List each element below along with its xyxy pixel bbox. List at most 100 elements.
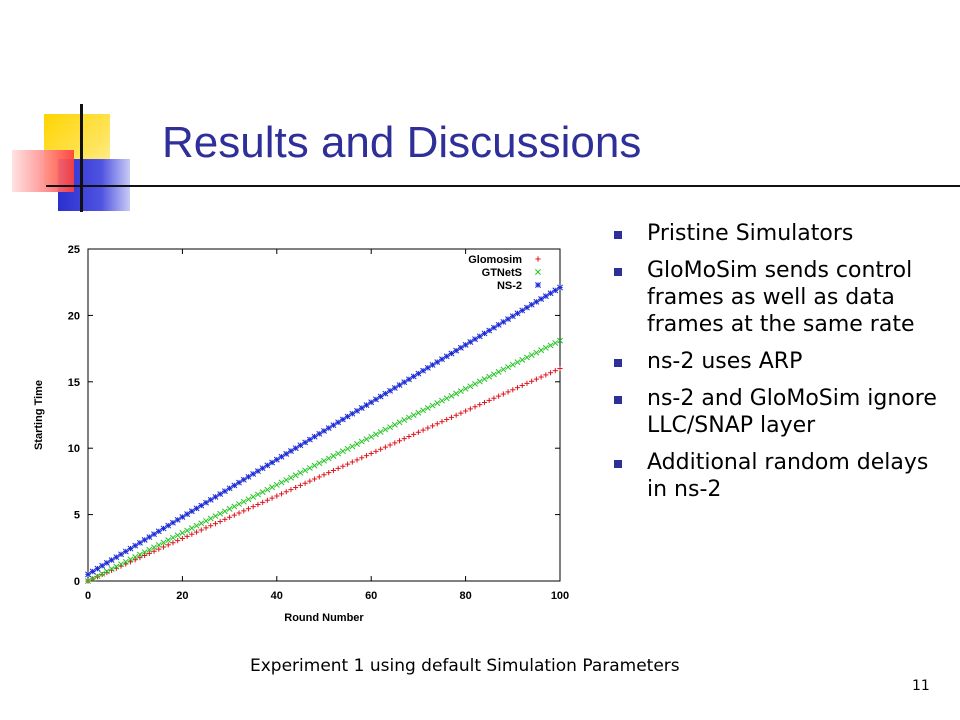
data-point (424, 364, 431, 371)
data-point (179, 535, 185, 542)
data-point (160, 525, 167, 532)
data-point (439, 356, 445, 363)
data-point (406, 414, 412, 421)
data-point (118, 561, 124, 568)
bullet-text: GloMoSim sends control frames as well as… (647, 258, 915, 337)
data-point (108, 566, 115, 572)
x-tick-label: 60 (365, 590, 377, 602)
data-point (245, 473, 252, 480)
data-point (453, 347, 460, 354)
data-point (339, 448, 346, 455)
data-point (297, 442, 304, 449)
data-point (306, 436, 313, 443)
data-point (500, 318, 507, 325)
data-point (326, 470, 332, 476)
data-point (330, 422, 337, 429)
data-point (448, 392, 455, 399)
x-tick-label: 20 (176, 590, 188, 602)
data-point (377, 393, 384, 400)
data-point (288, 487, 294, 493)
data-point (358, 438, 365, 445)
bullet-square-icon (614, 460, 622, 468)
data-point (321, 472, 327, 478)
data-point (170, 519, 176, 526)
data-point (273, 481, 280, 488)
data-point (463, 408, 469, 414)
data-point (250, 493, 257, 500)
data-point (269, 484, 276, 491)
data-point (410, 412, 417, 419)
data-point (184, 527, 191, 534)
page-number: 11 (912, 678, 930, 694)
data-point (514, 385, 521, 391)
data-point (363, 436, 370, 443)
data-point (85, 578, 91, 584)
data-point (415, 370, 422, 377)
data-point (457, 388, 464, 395)
data-point (264, 462, 271, 469)
data-point (401, 379, 408, 386)
data-point (505, 364, 512, 371)
bullet-square-icon (614, 396, 622, 404)
legend-label: GTNetS (482, 267, 522, 279)
data-point (529, 378, 535, 384)
data-point (236, 510, 242, 516)
data-point (406, 433, 412, 440)
data-point (269, 459, 276, 466)
data-point (439, 419, 445, 425)
data-point (552, 287, 559, 294)
data-point (377, 429, 384, 435)
data-point (415, 429, 421, 435)
data-point (259, 489, 266, 496)
data-point (391, 421, 398, 428)
data-point (420, 427, 426, 433)
data-point (137, 555, 143, 561)
title-underline (46, 185, 960, 187)
data-point (476, 378, 483, 385)
data-point (439, 397, 445, 404)
data-point (519, 307, 526, 314)
data-point (255, 501, 261, 508)
data-point (141, 549, 148, 556)
data-point (203, 525, 209, 531)
data-point (458, 410, 464, 416)
data-point (184, 533, 190, 539)
data-point (496, 393, 502, 399)
data-point (217, 491, 224, 497)
data-point (283, 489, 289, 495)
data-point (170, 540, 176, 546)
data-point (245, 496, 252, 503)
data-point (396, 419, 403, 426)
x-tick-label: 0 (85, 590, 91, 602)
data-point (207, 496, 214, 503)
data-point (241, 508, 247, 514)
data-point (467, 383, 474, 390)
data-point (505, 316, 512, 323)
data-point (292, 472, 299, 479)
legend-label: NS-2 (497, 280, 522, 292)
y-tick-label: 25 (68, 244, 80, 256)
data-point (316, 460, 323, 467)
bullet-square-icon (614, 231, 622, 239)
data-point (382, 390, 389, 397)
data-point (212, 513, 219, 520)
data-point (538, 374, 544, 380)
data-point (344, 413, 351, 420)
data-point (193, 529, 200, 535)
x-tick-label: 100 (551, 590, 569, 602)
data-point (193, 522, 200, 529)
data-point (387, 387, 394, 394)
bullet-square-icon (614, 359, 622, 367)
data-point (302, 480, 308, 486)
bullet-text: Additional random delays in ns-2 (647, 450, 929, 502)
data-point (354, 441, 360, 447)
data-point (207, 515, 214, 522)
data-point (321, 457, 327, 464)
data-point (283, 450, 290, 457)
data-point (136, 551, 143, 558)
data-point (297, 482, 303, 488)
data-point (378, 446, 384, 452)
y-tick-label: 5 (74, 510, 80, 522)
data-point (297, 469, 304, 476)
legend-marker (535, 282, 541, 288)
